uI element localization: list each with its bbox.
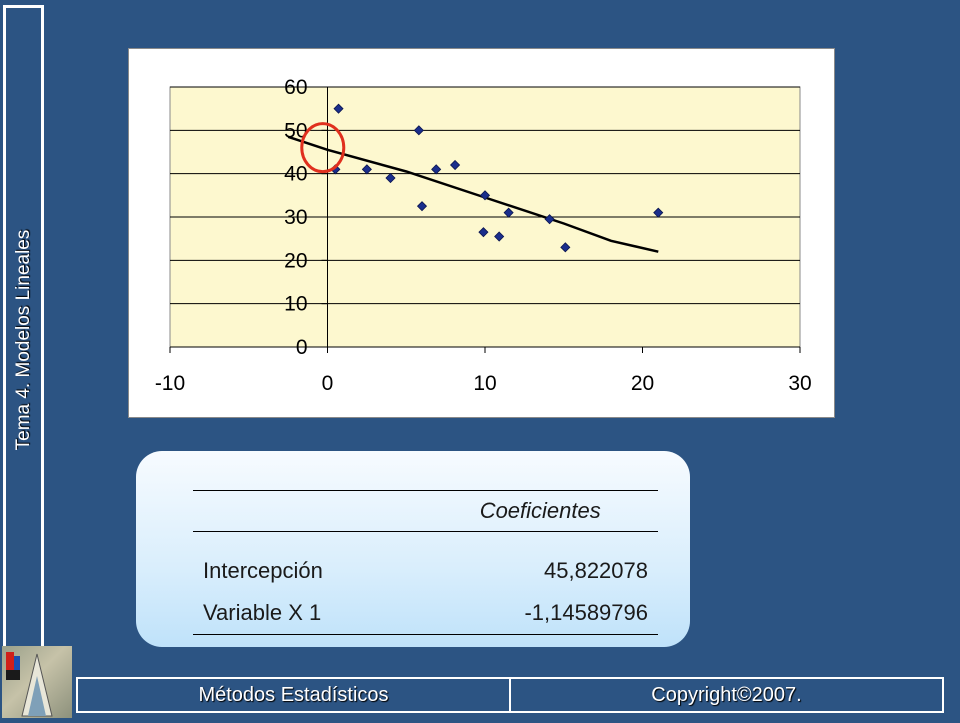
data-point (450, 159, 461, 171)
x-tick-label: 10 (473, 372, 496, 395)
data-point (385, 172, 396, 184)
y-tick-label: 40 (284, 163, 307, 186)
x-tick-label: 30 (788, 372, 811, 395)
data-point (361, 164, 372, 175)
x-tick-label: -10 (155, 372, 185, 395)
data-point (333, 103, 344, 114)
footer-bar: Métodos Estadísticos Copyright©2007. (76, 677, 944, 713)
x-tick-label: 20 (631, 372, 654, 395)
y-tick-label: 10 (284, 293, 307, 316)
footer-course-title: Métodos Estadísticos (198, 683, 389, 706)
data-point (560, 242, 571, 253)
footer-copyright: Copyright©2007. (509, 679, 942, 711)
data-point (416, 201, 428, 212)
y-tick-label: 60 (284, 76, 307, 99)
data-point (431, 164, 442, 175)
y-tick-label: 20 (284, 249, 307, 272)
x-tick-label: 0 (322, 372, 334, 395)
university-logo (2, 646, 72, 718)
table-row: Intercepción 45,822078 (193, 532, 658, 593)
scatter-chart: -10 0 10 20 30 0 10 20 30 40 50 60 (128, 48, 835, 418)
row-value: -1,14589796 (422, 592, 658, 635)
coefficients-table: Coeficientes Intercepción 45,822078 Vari… (193, 490, 658, 635)
data-point (479, 190, 491, 201)
y-tick-label: 30 (284, 206, 307, 229)
row-label: Intercepción (203, 558, 323, 583)
sidebar-frame (3, 5, 44, 647)
data-point (503, 207, 514, 218)
sidebar-title: Tema 4. Modelos Lineales (13, 229, 34, 451)
row-value: 45,822078 (544, 558, 648, 583)
logo-graphic (6, 652, 53, 717)
table-row: Variable X 1 -1,14589796 (193, 592, 658, 635)
intercept-highlight-circle (300, 122, 346, 174)
data-point (413, 125, 424, 136)
coefficients-header: Coeficientes (422, 490, 658, 532)
y-tick-label: 0 (296, 336, 308, 359)
data-point (544, 214, 555, 225)
data-point (494, 231, 505, 242)
data-point (478, 227, 489, 238)
row-label: Variable X 1 (193, 592, 423, 635)
table-corner-cell (193, 490, 423, 532)
data-point (653, 207, 664, 218)
